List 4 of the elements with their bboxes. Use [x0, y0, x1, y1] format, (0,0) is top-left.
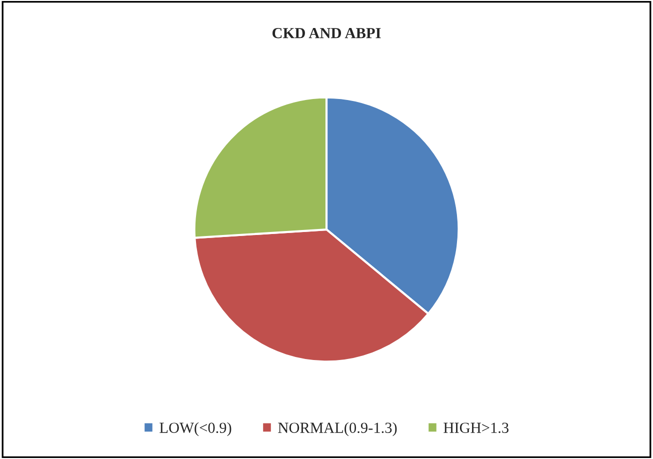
- chart-title: CKD AND ABPI: [272, 28, 381, 38]
- legend-label: NORMAL(0.9-1.3): [278, 422, 397, 436]
- legend-label: LOW(<0.9): [160, 422, 232, 436]
- legend-label: HIGH>1.3: [444, 422, 508, 434]
